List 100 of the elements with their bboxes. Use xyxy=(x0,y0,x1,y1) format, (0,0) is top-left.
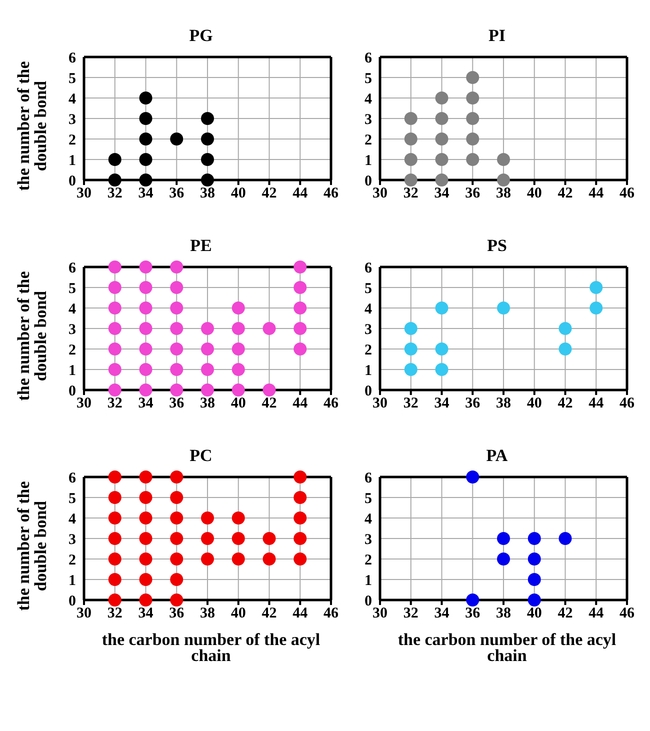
y-tick-label: 0 xyxy=(68,173,76,190)
x-tick-label: 36 xyxy=(169,606,185,622)
y-tick-label: 6 xyxy=(364,50,372,66)
x-tick-label: 46 xyxy=(620,606,635,622)
point xyxy=(139,470,152,484)
point xyxy=(435,92,448,104)
point xyxy=(262,322,276,335)
x-tick-label: 30 xyxy=(372,186,388,202)
y-tick-label: 4 xyxy=(68,91,76,108)
y-tick-label: 5 xyxy=(68,490,76,507)
point xyxy=(590,281,603,294)
x-tick-label: 32 xyxy=(403,606,418,622)
point xyxy=(466,92,480,104)
x-tick-label: 42 xyxy=(262,396,277,412)
point xyxy=(170,573,184,586)
point xyxy=(170,384,184,396)
point xyxy=(108,532,122,545)
point xyxy=(201,532,214,545)
x-tick-label: 36 xyxy=(169,396,185,412)
x-tick-label: 46 xyxy=(324,606,339,622)
point xyxy=(139,153,152,166)
x-tick-label: 34 xyxy=(434,186,450,202)
point xyxy=(294,512,307,524)
point xyxy=(201,174,214,186)
y-tick-label: 3 xyxy=(68,532,76,548)
x-tick-label: 30 xyxy=(76,186,92,202)
x-tick-label: 42 xyxy=(262,606,277,622)
point xyxy=(201,512,214,524)
point xyxy=(170,552,184,566)
point xyxy=(435,112,448,125)
x-tick-label: 36 xyxy=(465,396,481,412)
point xyxy=(404,342,418,356)
point xyxy=(294,532,307,545)
point xyxy=(139,92,152,104)
y-axis-title: the number of the double bond xyxy=(14,60,50,193)
y-tick-label: 1 xyxy=(364,572,372,589)
point xyxy=(497,174,510,186)
point xyxy=(294,281,307,294)
x-tick-label: 32 xyxy=(107,396,122,412)
point xyxy=(232,384,245,396)
x-tick-label: 44 xyxy=(292,396,308,412)
y-tick-label: 1 xyxy=(68,152,76,169)
point xyxy=(201,112,214,125)
point xyxy=(404,132,418,146)
point xyxy=(108,470,122,484)
x-tick-label: 30 xyxy=(76,396,92,412)
point xyxy=(435,302,448,314)
x-tick-label: 32 xyxy=(403,396,418,412)
chart-title: PA xyxy=(485,446,509,467)
x-tick-label: 40 xyxy=(526,606,542,622)
point xyxy=(232,302,245,314)
point xyxy=(170,470,184,484)
point xyxy=(435,342,448,356)
y-tick-label: 3 xyxy=(68,112,76,128)
point xyxy=(466,594,480,606)
y-tick-label: 6 xyxy=(68,50,76,66)
point xyxy=(108,281,122,294)
x-tick-label: 44 xyxy=(588,396,604,412)
point xyxy=(108,302,122,314)
y-tick-label: 4 xyxy=(364,301,372,318)
point xyxy=(108,363,122,376)
y-tick-label: 1 xyxy=(364,362,372,379)
point xyxy=(404,363,418,376)
point xyxy=(108,594,122,606)
y-tick-label: 0 xyxy=(68,593,76,610)
y-axis-title: the number of the double bond xyxy=(14,270,50,403)
y-axis-title: the number of the double bond xyxy=(14,480,50,613)
y-tick-label: 6 xyxy=(364,260,372,276)
y-tick-label: 2 xyxy=(68,132,76,148)
y-tick-label: 3 xyxy=(364,532,372,548)
point xyxy=(404,322,418,335)
point xyxy=(435,174,448,186)
point xyxy=(170,322,184,335)
point xyxy=(232,532,245,545)
point xyxy=(232,342,245,356)
x-tick-label: 38 xyxy=(200,396,215,412)
chart-title: PG xyxy=(188,26,214,47)
x-tick-label: 34 xyxy=(138,606,154,622)
x-tick-label: 34 xyxy=(434,396,450,412)
point xyxy=(558,322,572,335)
x-tick-label: 38 xyxy=(496,186,511,202)
point xyxy=(558,532,572,545)
point xyxy=(497,302,510,314)
x-tick-label: 46 xyxy=(324,186,339,202)
y-tick-label: 5 xyxy=(68,70,76,87)
point xyxy=(139,260,152,274)
x-tick-label: 30 xyxy=(76,606,92,622)
y-tick-label: 6 xyxy=(68,260,76,276)
point xyxy=(170,512,184,524)
point xyxy=(201,153,214,166)
point xyxy=(201,552,214,566)
point xyxy=(108,384,122,396)
point xyxy=(294,552,307,566)
x-tick-label: 30 xyxy=(372,606,388,622)
y-tick-label: 4 xyxy=(364,91,372,108)
chart-title: PC xyxy=(188,446,214,467)
point xyxy=(170,532,184,545)
x-tick-label: 44 xyxy=(292,186,308,202)
point xyxy=(262,552,276,566)
y-tick-label: 1 xyxy=(364,152,372,169)
